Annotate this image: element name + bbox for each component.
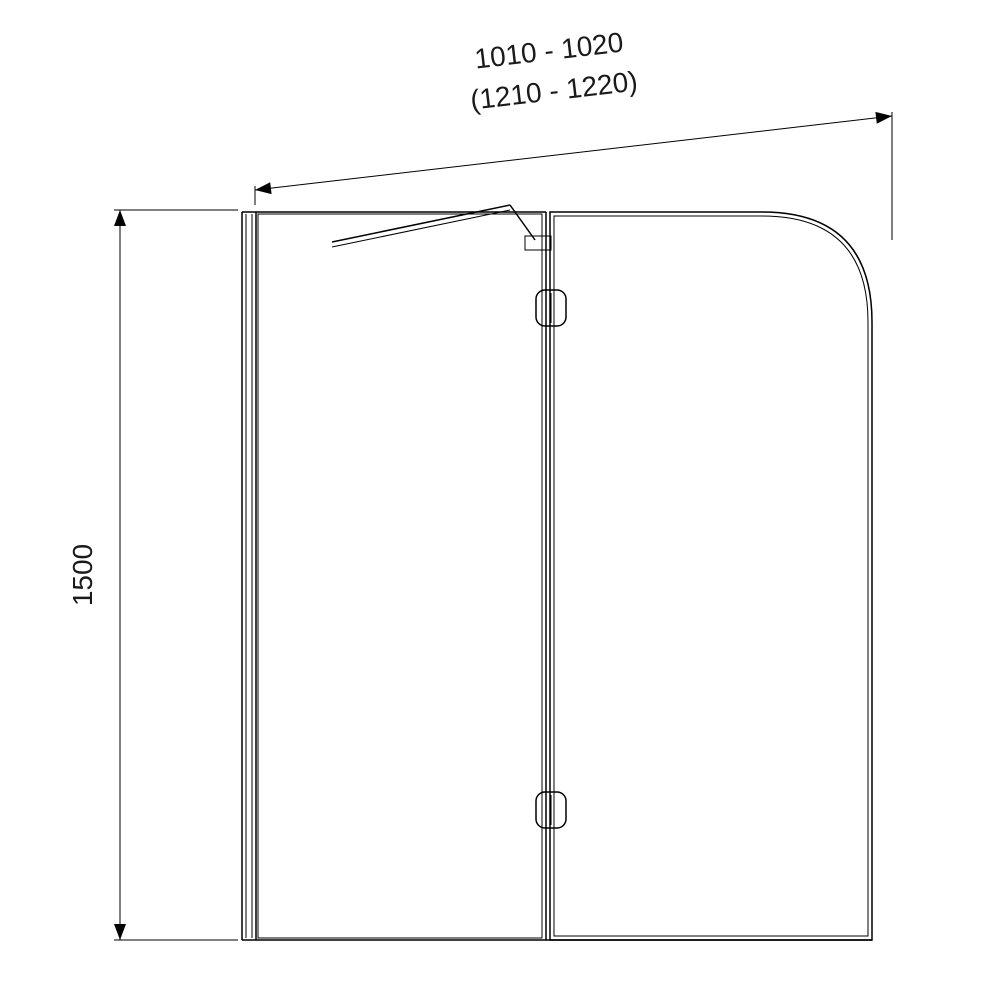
brace-bar: [332, 205, 510, 242]
arrowhead: [255, 182, 272, 194]
swing-panel-inner: [554, 216, 868, 936]
arrowhead: [875, 112, 892, 124]
brace-drop: [510, 205, 535, 240]
width-label-b: (1210 - 1220): [469, 65, 640, 115]
width-label-a: 1010 - 1020: [473, 27, 625, 75]
height-label: 1500: [67, 544, 98, 606]
fixed-panel: [258, 214, 542, 938]
arrowhead: [114, 924, 126, 940]
width-dim-line: [255, 116, 892, 190]
brace-fitting: [525, 236, 551, 250]
swing-panel: [550, 212, 872, 940]
arrowhead: [114, 210, 126, 226]
dimension-diagram: 1500 1010 - 1020(1210 - 1220): [0, 0, 1000, 1000]
brace-bar-2: [332, 210, 510, 247]
